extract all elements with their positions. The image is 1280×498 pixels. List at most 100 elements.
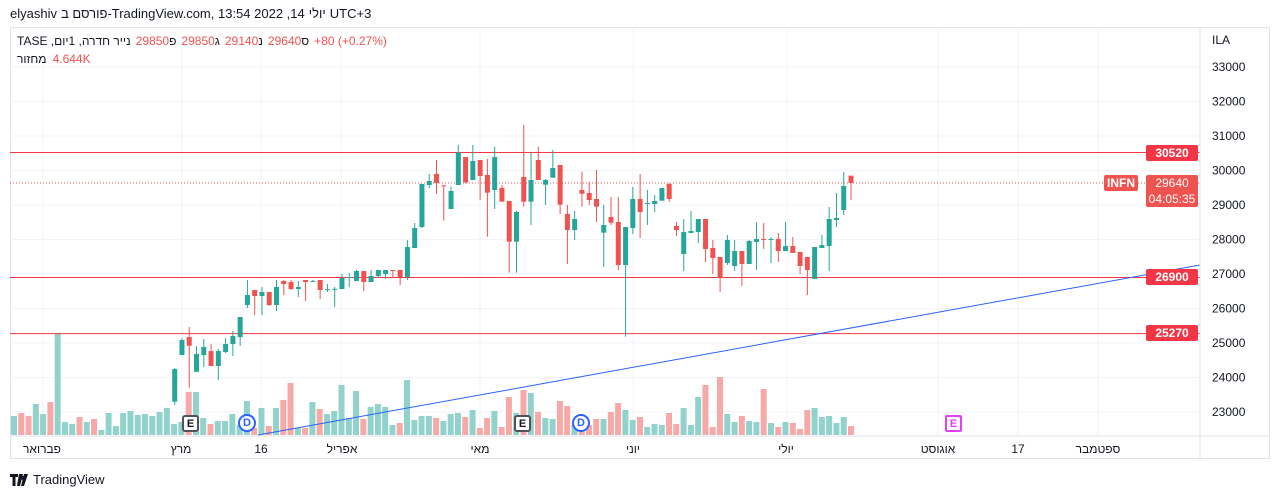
candle-body — [688, 231, 694, 234]
volume-bar — [76, 417, 83, 435]
volume-bar — [527, 393, 534, 435]
volume-bar — [556, 401, 563, 435]
volume-bar — [535, 412, 542, 435]
dividend-marker[interactable]: D — [572, 414, 590, 432]
candle-body — [608, 217, 614, 223]
volume-bar — [629, 420, 636, 435]
volume-bar — [200, 418, 207, 435]
level-label-25270: 25270 — [1146, 325, 1198, 341]
volume-bar — [149, 416, 156, 435]
volume-bar — [767, 423, 774, 435]
candle-body — [201, 347, 207, 356]
candle-body — [746, 241, 752, 264]
candle-body — [208, 351, 214, 367]
volume-bar — [818, 417, 825, 435]
low-value: 29140 — [224, 34, 259, 48]
volume-bar — [222, 421, 229, 435]
volume-bar — [338, 385, 345, 435]
volume-bar — [91, 419, 98, 435]
volume-bar — [69, 424, 76, 435]
earnings-marker[interactable]: E — [514, 415, 531, 432]
price-tick-label: 30000 — [1212, 164, 1246, 178]
candle-body — [535, 160, 541, 180]
volume-bar — [134, 415, 141, 435]
author: elyashiv — [10, 6, 57, 21]
candle-body — [521, 176, 527, 202]
candle-body — [543, 179, 549, 185]
symbol-tag: INFN — [1104, 175, 1138, 191]
upcoming-earnings-marker[interactable]: E — [945, 415, 962, 432]
candle-body — [630, 198, 636, 229]
volume-bar — [294, 428, 301, 435]
candle-body — [528, 179, 534, 202]
volume-bar — [229, 414, 236, 435]
volume-bar — [833, 423, 840, 435]
volume-bar — [127, 411, 134, 435]
dividend-marker[interactable]: D — [238, 414, 256, 432]
volume-bar — [32, 404, 39, 435]
publish-date: -TradingView.com, 13:54 2022 ,14 — [107, 6, 305, 21]
candle-body — [441, 185, 447, 187]
volume-bar — [83, 422, 90, 435]
level-label-26900: 26900 — [1146, 269, 1198, 285]
candle-body — [368, 276, 374, 283]
volume-bar — [105, 413, 112, 435]
volume-bar — [207, 424, 214, 435]
candle-body — [172, 369, 178, 402]
candle-body — [732, 251, 738, 266]
volume-bar — [753, 422, 760, 435]
time-label: ספטמבר — [1075, 442, 1121, 456]
volume-bar — [40, 414, 47, 435]
candle-body — [848, 175, 854, 183]
time-label: 16 — [254, 442, 268, 456]
volume-bar — [658, 425, 665, 435]
volume-bar — [302, 428, 309, 435]
candle-body — [470, 161, 476, 180]
candle-body — [659, 187, 665, 201]
volume-bar — [273, 408, 280, 435]
candle-body — [230, 336, 236, 345]
volume-bar — [11, 416, 17, 435]
candle-body — [426, 180, 432, 185]
volume-bar — [440, 421, 447, 435]
volume-bar — [374, 404, 381, 435]
candle-body — [753, 239, 759, 243]
candle-body — [586, 192, 592, 200]
price-tick-label: 23000 — [1212, 405, 1246, 419]
time-label: פברואר — [23, 442, 61, 456]
volume-bar — [360, 419, 367, 435]
tradingview-footer[interactable]: TradingView — [10, 472, 105, 487]
volume-bar — [804, 410, 811, 435]
volume-bar — [331, 411, 338, 435]
candle-body — [652, 200, 658, 204]
candle-body — [644, 202, 650, 204]
volume-bar — [462, 417, 469, 435]
price-tick-label: 24000 — [1212, 371, 1246, 385]
change-value: +80 (+0.27%) — [314, 34, 387, 48]
published-on: פורסם ב — [60, 6, 108, 21]
candle-body — [615, 222, 621, 265]
price-tick-label: 32000 — [1212, 95, 1246, 109]
volume-bar — [389, 425, 396, 435]
volume-bar — [673, 424, 680, 435]
price-tick-label: 33000 — [1212, 60, 1246, 74]
earnings-marker[interactable]: E — [182, 415, 199, 432]
horizontal-levels — [10, 152, 1200, 335]
candles — [172, 124, 854, 406]
volume-bar — [549, 419, 556, 435]
candle-body — [383, 269, 389, 274]
volume-bar — [760, 389, 767, 435]
trend-line[interactable] — [257, 264, 1201, 436]
volume-legend: מחזור 4.644K — [17, 52, 91, 66]
price-tick-label: 26000 — [1212, 302, 1246, 316]
volume-bar — [636, 417, 643, 435]
candle-body — [404, 247, 410, 278]
volume-bar — [724, 414, 731, 435]
candle-body — [819, 245, 825, 249]
volume-bar — [112, 426, 119, 435]
volume-bar — [775, 427, 782, 435]
time-label: אפריל — [326, 442, 358, 456]
volume-bar — [382, 407, 389, 435]
chart-frame[interactable] — [10, 27, 1270, 459]
